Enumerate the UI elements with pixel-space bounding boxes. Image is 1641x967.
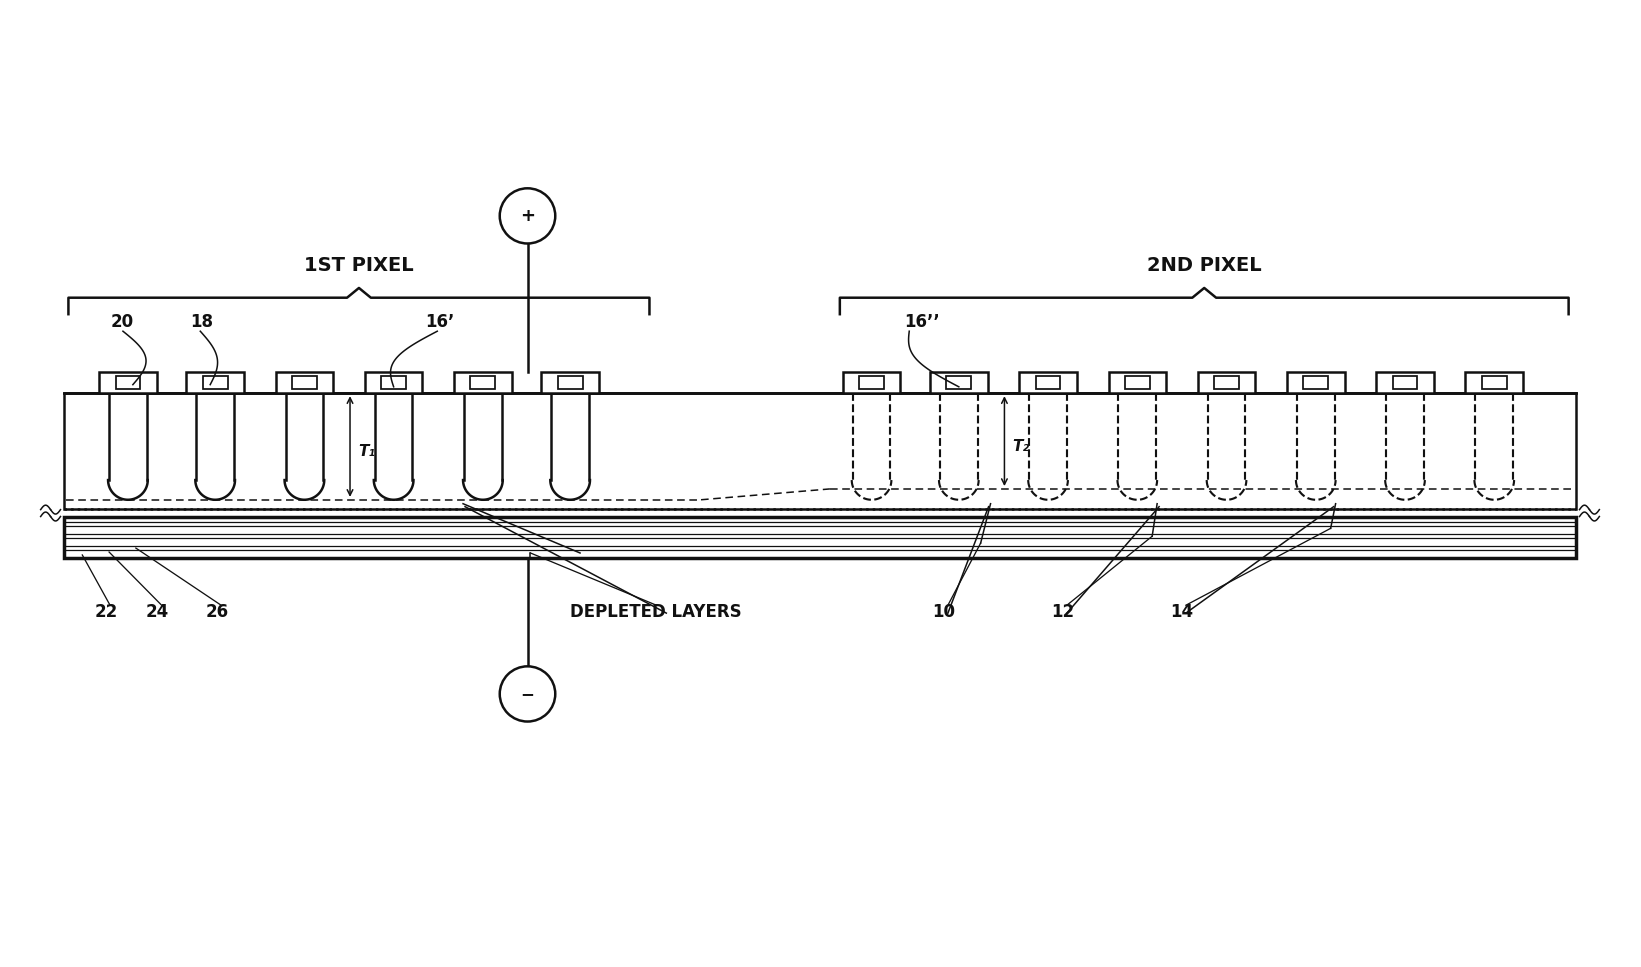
Text: 10: 10: [932, 603, 955, 621]
Bar: [843, 371, 901, 394]
Bar: [187, 371, 245, 394]
Bar: [115, 375, 141, 390]
Bar: [1109, 371, 1167, 394]
Text: DEPLETED LAYERS: DEPLETED LAYERS: [569, 603, 742, 621]
Text: T₁: T₁: [358, 444, 374, 459]
Bar: [1287, 371, 1344, 394]
Circle shape: [501, 666, 555, 721]
Text: +: +: [520, 207, 535, 225]
Bar: [455, 371, 512, 394]
Bar: [1035, 375, 1060, 390]
Bar: [1198, 371, 1255, 394]
Bar: [1019, 371, 1076, 394]
Text: 16’: 16’: [425, 313, 455, 332]
Bar: [1124, 375, 1150, 390]
Text: −: −: [520, 685, 535, 703]
Text: 18: 18: [190, 313, 213, 332]
Bar: [203, 375, 228, 390]
Bar: [1393, 375, 1418, 390]
Bar: [930, 371, 988, 394]
Text: 22: 22: [95, 603, 118, 621]
Text: 12: 12: [1052, 603, 1075, 621]
Bar: [947, 375, 971, 390]
Bar: [381, 375, 405, 390]
Bar: [64, 394, 1575, 509]
Bar: [364, 371, 422, 394]
Bar: [64, 516, 1575, 558]
Text: 1ST PIXEL: 1ST PIXEL: [304, 256, 414, 275]
Bar: [98, 371, 156, 394]
Bar: [1377, 371, 1434, 394]
Bar: [558, 375, 583, 390]
Bar: [1214, 375, 1239, 390]
Bar: [292, 375, 317, 390]
Text: T₂: T₂: [1012, 439, 1029, 454]
Bar: [1465, 371, 1523, 394]
Text: 26: 26: [205, 603, 228, 621]
Bar: [471, 375, 496, 390]
Bar: [542, 371, 599, 394]
Bar: [1482, 375, 1506, 390]
Text: 16’’: 16’’: [904, 313, 940, 332]
Bar: [276, 371, 333, 394]
Bar: [1303, 375, 1328, 390]
Text: 24: 24: [146, 603, 169, 621]
Text: 20: 20: [112, 313, 135, 332]
Text: 14: 14: [1170, 603, 1193, 621]
Circle shape: [501, 189, 555, 244]
Bar: [860, 375, 884, 390]
Text: 2ND PIXEL: 2ND PIXEL: [1147, 256, 1262, 275]
